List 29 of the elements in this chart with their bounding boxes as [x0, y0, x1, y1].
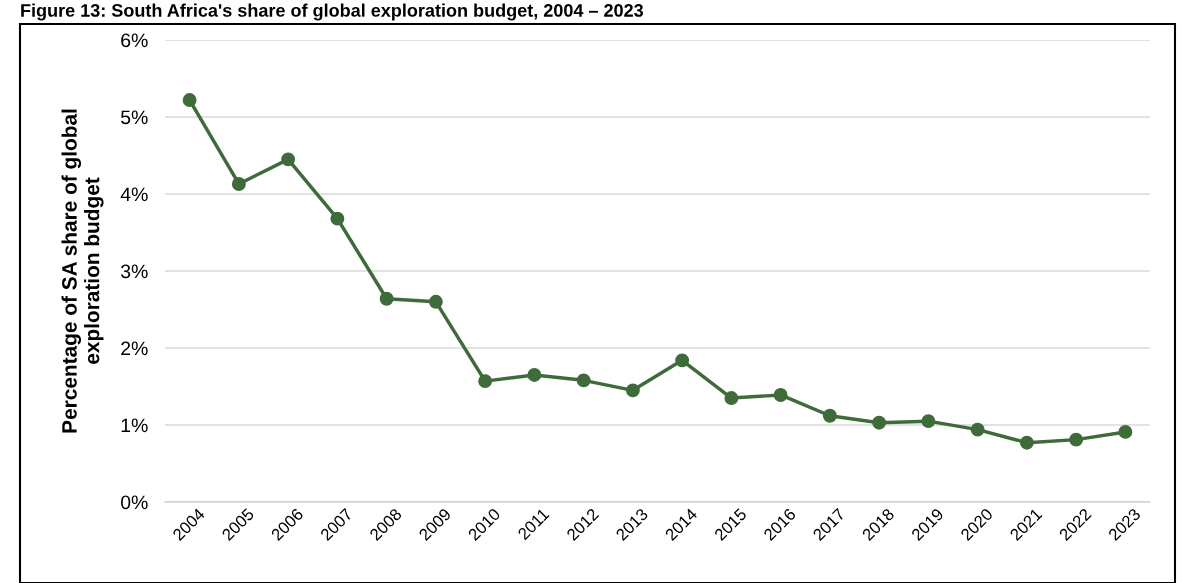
y-tick-label: 1% — [121, 418, 148, 433]
point — [576, 373, 591, 388]
point — [625, 383, 640, 398]
point — [921, 414, 936, 429]
point — [527, 368, 542, 382]
y-tick-label: 6% — [121, 33, 148, 48]
y-axis-title: Percentage of SA share of global exploration budget — [61, 109, 104, 433]
point — [872, 415, 887, 430]
point — [970, 422, 985, 437]
point — [428, 294, 443, 309]
point — [773, 388, 788, 402]
point — [675, 353, 690, 368]
point — [1069, 432, 1084, 447]
point — [231, 177, 246, 191]
y-tick-label: 2% — [121, 341, 148, 356]
point — [1118, 424, 1133, 439]
point — [182, 93, 197, 108]
point — [281, 152, 296, 167]
y-tick-label: 4% — [120, 187, 148, 202]
y-tick-label: 3% — [120, 264, 148, 279]
point — [724, 391, 739, 405]
point — [478, 374, 493, 389]
point — [822, 408, 837, 423]
point — [330, 211, 345, 226]
y-tick-label: 5% — [121, 110, 148, 125]
chart-title: Figure 13: South Africa's share of global exploration budget, 2004 – 2023 — [21, 3, 644, 21]
point — [379, 291, 394, 306]
point — [1019, 435, 1034, 450]
y-tick-label: 0% — [120, 495, 148, 510]
